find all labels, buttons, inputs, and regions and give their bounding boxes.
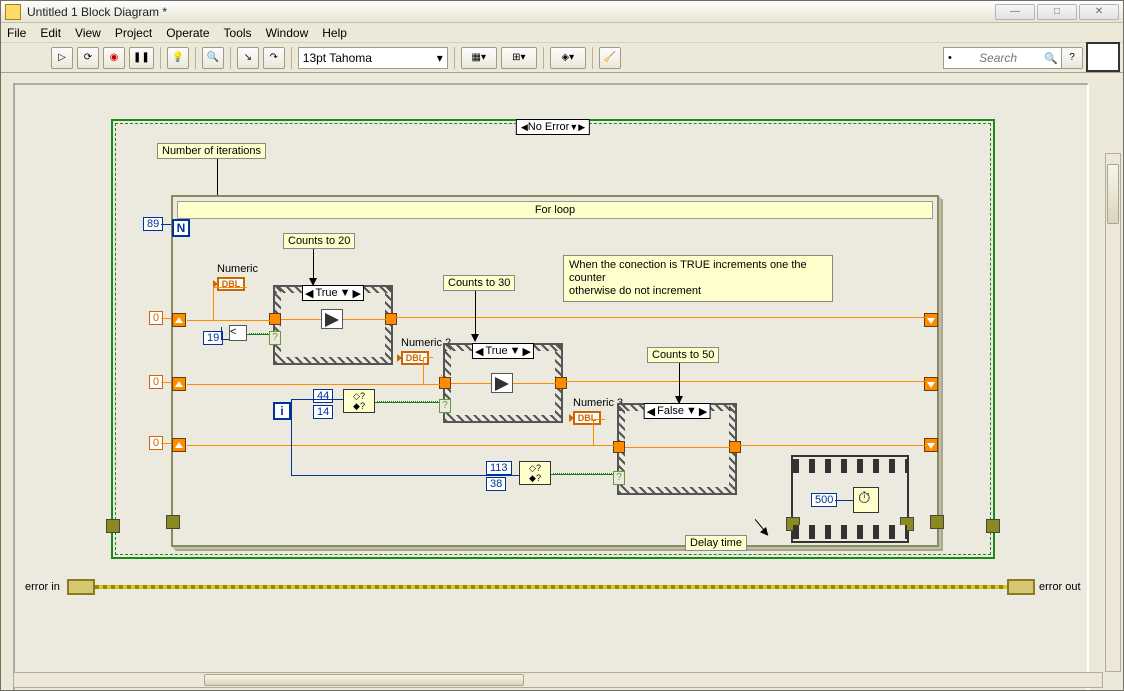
case1-arrow: [313, 249, 314, 285]
error-wire: [95, 585, 1007, 589]
search-box[interactable]: • Search 🔍: [943, 47, 1063, 69]
minimize-button[interactable]: —: [995, 4, 1035, 20]
shift-right-2: [924, 377, 938, 391]
inrange-3: ◇?◆?: [519, 461, 551, 485]
menu-help[interactable]: Help: [322, 26, 347, 40]
titlebar: Untitled 1 Block Diagram * — □ ✕: [1, 1, 1123, 23]
case3-label: Counts to 50: [647, 347, 719, 363]
menu-file[interactable]: File: [7, 26, 26, 40]
canvas-area: error in error out ◀No Error▼▶ Number of…: [1, 73, 1123, 690]
i-terminal: i: [273, 402, 291, 420]
block-diagram-canvas[interactable]: error in error out ◀No Error▼▶ Number of…: [13, 83, 1089, 690]
n-wire: [161, 224, 171, 225]
highlight-button[interactable]: 💡: [167, 47, 189, 69]
step-over-button[interactable]: ↷: [263, 47, 285, 69]
reorder-button[interactable]: ◈▾: [550, 47, 586, 69]
outer-case-selector[interactable]: ◀No Error▼▶: [516, 119, 590, 135]
range3-hi[interactable]: 113: [486, 461, 512, 475]
search-bullet: •: [948, 52, 952, 64]
wait-ms-icon: [853, 487, 879, 513]
search-placeholder: Search: [979, 51, 1017, 65]
bool-wire-3: [551, 473, 617, 475]
maximize-button[interactable]: □: [1037, 4, 1077, 20]
range2-lo[interactable]: 14: [313, 405, 333, 419]
vertical-scrollbar[interactable]: [1105, 153, 1121, 672]
error-in-label: error in: [25, 581, 60, 593]
increment-2: [491, 373, 513, 393]
vi-icon[interactable]: [1086, 42, 1120, 72]
cleanup-button[interactable]: 🧹: [599, 47, 621, 69]
for-loop[interactable]: For loop N i Counts to 20: [171, 195, 939, 547]
comment-box: When the conection is TRUE increments on…: [563, 255, 833, 302]
case-structure-outer[interactable]: ◀No Error▼▶ Number of iterations 89 0 0 …: [111, 119, 995, 559]
menu-edit[interactable]: Edit: [40, 26, 61, 40]
n-terminal: N: [172, 219, 190, 237]
menu-operate[interactable]: Operate: [166, 26, 209, 40]
case1-label: Counts to 20: [283, 233, 355, 249]
case2-arrow: [475, 291, 476, 341]
menu-window[interactable]: Window: [266, 26, 309, 40]
error-out-label: error out: [1039, 581, 1081, 593]
numeric3-indicator[interactable]: DBL: [573, 411, 601, 425]
pause-button[interactable]: ❚❚: [129, 47, 154, 69]
delay-const[interactable]: 500: [811, 493, 837, 507]
iterations-label: Number of iterations: [157, 143, 266, 159]
menu-tools[interactable]: Tools: [224, 26, 252, 40]
app-window: Untitled 1 Block Diagram * — □ ✕ File Ed…: [0, 0, 1124, 691]
less-than-node: <: [229, 325, 247, 341]
menu-view[interactable]: View: [75, 26, 101, 40]
shift-right-1: [924, 313, 938, 327]
search-icon: 🔍: [1044, 52, 1058, 65]
close-button[interactable]: ✕: [1079, 4, 1119, 20]
case-structure-3[interactable]: ◀False▼▶ ?: [617, 403, 737, 495]
shift-left-3: [172, 438, 186, 452]
inrange-2: ◇?◆?: [343, 389, 375, 413]
forloop-err-in: [166, 515, 180, 529]
abort-button[interactable]: ◉: [103, 47, 125, 69]
help-button[interactable]: ?: [1061, 47, 1083, 69]
toolbar: ▷ ⟳ ◉ ❚❚ 💡 🔍 ↘ ↷ 13pt Tahoma▾ ▦▾ ⊞▾ ◈▾ 🧹…: [1, 43, 1123, 73]
numeric-label: Numeric: [217, 263, 258, 275]
run-cont-button[interactable]: ⟳: [77, 47, 99, 69]
case-structure-1[interactable]: ◀True▼▶ ?: [273, 285, 393, 365]
outer-tunnel-in: [106, 519, 120, 533]
run-button[interactable]: ▷: [51, 47, 73, 69]
error-out-terminal[interactable]: [1007, 579, 1035, 595]
font-dropdown[interactable]: 13pt Tahoma▾: [298, 47, 448, 69]
numeric2-indicator[interactable]: DBL: [401, 351, 429, 365]
step-into-button[interactable]: ↘: [237, 47, 259, 69]
range2-hi[interactable]: 44: [313, 389, 333, 403]
case3-selector[interactable]: ◀False▼▶: [644, 403, 711, 419]
numeric-indicator[interactable]: DBL: [217, 277, 245, 291]
case-structure-2[interactable]: ◀True▼▶ ?: [443, 343, 563, 423]
forloop-title: For loop: [177, 201, 933, 219]
shift-left-1: [172, 313, 186, 327]
outer-tunnel-out: [986, 519, 1000, 533]
window-title: Untitled 1 Block Diagram *: [27, 5, 989, 19]
app-icon: [5, 4, 21, 20]
case1-selector[interactable]: ◀True▼▶: [302, 285, 364, 301]
increment-1: [321, 309, 343, 329]
distribute-button[interactable]: ⊞▾: [501, 47, 537, 69]
delay-arrow: [755, 519, 769, 535]
font-label: 13pt Tahoma: [303, 51, 372, 65]
forloop-err-out: [930, 515, 944, 529]
case3-arrow: [679, 363, 680, 403]
case2-label: Counts to 30: [443, 275, 515, 291]
shift-left-2: [172, 377, 186, 391]
numeric3-label: Numeric 3: [573, 397, 623, 409]
delay-label: Delay time: [685, 535, 747, 551]
flat-sequence[interactable]: 500: [791, 455, 909, 543]
error-in-terminal[interactable]: [67, 579, 95, 595]
bool-wire-2: [375, 401, 443, 403]
align-button[interactable]: ▦▾: [461, 47, 497, 69]
menubar: File Edit View Project Operate Tools Win…: [1, 23, 1123, 43]
horizontal-scrollbar[interactable]: [13, 672, 1103, 688]
range3-lo[interactable]: 38: [486, 477, 506, 491]
menu-project[interactable]: Project: [115, 26, 152, 40]
case2-selector[interactable]: ◀True▼▶: [472, 343, 534, 359]
retain-button[interactable]: 🔍: [202, 47, 224, 69]
